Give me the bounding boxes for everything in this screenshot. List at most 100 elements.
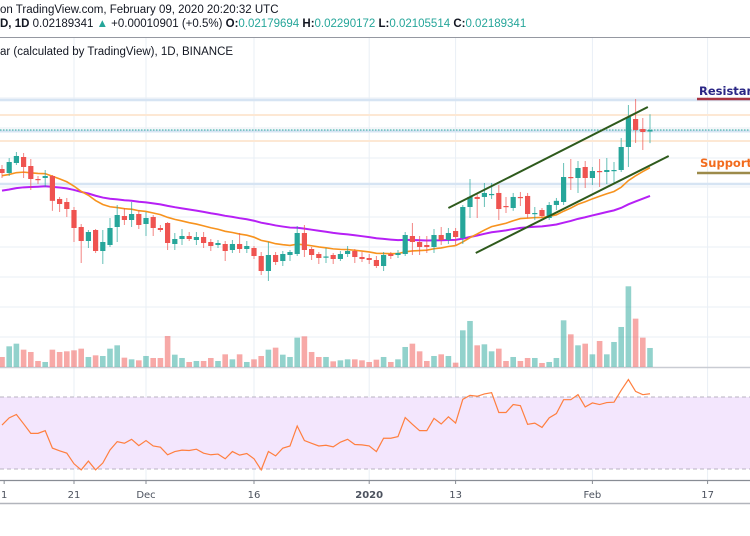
volume-bar — [200, 360, 207, 367]
volume-bar — [488, 351, 495, 367]
candle-down — [316, 254, 322, 258]
candle-up — [215, 243, 221, 245]
volume-bar — [172, 354, 178, 367]
trendlines — [447, 106, 670, 254]
volume-bar — [78, 348, 84, 367]
ohlc-legend: D, 1D 0.02189341 ▲ +0.00010901 (+0.5%) O… — [0, 18, 526, 30]
candle-up — [589, 171, 595, 178]
volume-bar — [316, 356, 322, 367]
volume-bar — [107, 348, 113, 367]
volume-bar — [366, 361, 372, 367]
volume-bar — [85, 356, 92, 367]
candle-up — [532, 213, 538, 215]
volume-bar — [452, 362, 459, 367]
ema-fast-line — [1, 166, 651, 255]
candle-up — [265, 255, 271, 271]
volume-bar — [244, 361, 250, 367]
candle-down — [568, 177, 574, 179]
candle-up — [143, 218, 149, 224]
annotations: Resistance Support — [697, 84, 750, 175]
high-value: 0.02290172 — [314, 18, 376, 30]
open-label: O: — [225, 18, 239, 30]
candle-up — [546, 205, 552, 218]
volume-bar — [308, 351, 315, 367]
candle-down — [352, 251, 358, 257]
candle-up — [345, 251, 351, 254]
price-change: +0.00010901 (+0.5%) — [111, 18, 223, 30]
time-tick-label: Dec — [136, 490, 155, 501]
candle-up — [6, 162, 12, 173]
rsi-band — [0, 397, 750, 469]
volume-bar — [164, 335, 171, 367]
candle-down — [273, 255, 279, 262]
volume-bar — [272, 347, 279, 367]
volume-bar — [28, 351, 34, 367]
time-tick-label: 16 — [248, 490, 261, 501]
candle-up — [381, 255, 387, 266]
volume-bar — [388, 361, 394, 367]
volume-bar — [92, 355, 99, 367]
volume-bar — [604, 354, 610, 367]
volume-bar — [136, 360, 142, 367]
candle-up — [179, 236, 185, 239]
volume-bar — [532, 357, 538, 367]
candle-down — [525, 195, 531, 214]
candle-up — [244, 246, 250, 249]
candle-down — [330, 255, 336, 259]
candle-down — [503, 206, 509, 208]
candle-down — [71, 210, 77, 228]
volume-bar — [568, 334, 574, 367]
time-tick-label: 13 — [449, 490, 462, 501]
volume-bar — [575, 345, 581, 367]
volume-bar — [445, 355, 452, 367]
candle-down — [64, 202, 70, 209]
volume-bar — [380, 356, 387, 367]
candle-down — [373, 260, 379, 266]
time-axis[interactable]: 1 21 Dec 16 2020 13 Feb 17 — [0, 479, 750, 505]
candle-up — [294, 233, 300, 254]
volume-bar — [496, 348, 502, 367]
candle-down — [150, 217, 156, 228]
volume-bar — [352, 359, 358, 367]
volume-bar — [510, 356, 516, 367]
candle-up — [42, 176, 48, 178]
volume-bar — [236, 354, 243, 367]
candle-up — [172, 239, 178, 244]
candle-up — [445, 233, 451, 240]
volume-bar — [294, 337, 300, 367]
volume-bar — [395, 359, 401, 367]
candle-up — [129, 214, 135, 220]
candle-up — [114, 215, 120, 227]
candle-up — [85, 232, 91, 241]
candle-down — [597, 171, 603, 173]
candle-down — [186, 236, 192, 239]
open-value: 0.02179694 — [238, 18, 300, 30]
volume-bar — [35, 360, 41, 367]
volume-bar — [640, 337, 646, 367]
candle-down — [21, 157, 27, 167]
candle-up — [510, 196, 516, 208]
resistance-label: Resistance — [699, 84, 750, 98]
volume-bar — [330, 361, 336, 367]
candle-down — [237, 244, 243, 249]
volume-bar — [424, 360, 430, 367]
candle-up — [611, 170, 617, 172]
candle-down — [474, 196, 480, 199]
candle-up — [100, 242, 106, 251]
candle-up — [337, 254, 343, 259]
volume-bar — [438, 354, 444, 367]
volume-bar — [128, 359, 135, 367]
low-label: L: — [378, 18, 390, 30]
volume-bar — [193, 360, 200, 367]
candle-down — [57, 198, 63, 204]
support-label: Support — [700, 156, 750, 170]
high-label: H: — [302, 18, 315, 30]
candle-up — [402, 235, 408, 254]
volume-bar — [460, 330, 466, 367]
candle-up — [489, 193, 495, 196]
volume-bar — [546, 361, 552, 367]
volume-bar — [553, 357, 560, 367]
volume-bar — [323, 356, 329, 367]
last-price: 0.02189341 — [32, 18, 94, 30]
